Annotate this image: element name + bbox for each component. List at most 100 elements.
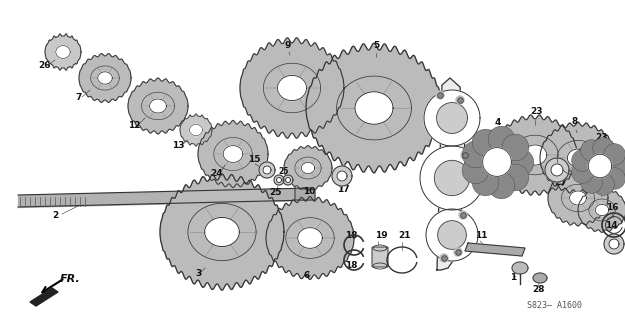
Polygon shape bbox=[574, 140, 625, 192]
Polygon shape bbox=[578, 188, 625, 232]
Text: 28: 28 bbox=[532, 285, 544, 294]
Text: 18: 18 bbox=[345, 231, 358, 240]
Text: 24: 24 bbox=[210, 169, 222, 178]
Polygon shape bbox=[420, 146, 484, 210]
Polygon shape bbox=[609, 239, 619, 249]
Polygon shape bbox=[298, 228, 322, 248]
Polygon shape bbox=[223, 146, 243, 162]
Text: 10: 10 bbox=[303, 187, 316, 196]
Circle shape bbox=[588, 179, 594, 186]
Polygon shape bbox=[569, 191, 586, 205]
Text: 6: 6 bbox=[304, 271, 310, 280]
Polygon shape bbox=[263, 166, 271, 174]
Circle shape bbox=[611, 175, 618, 181]
Text: 17: 17 bbox=[337, 185, 349, 194]
Text: 5: 5 bbox=[373, 41, 379, 50]
Polygon shape bbox=[434, 160, 469, 196]
Circle shape bbox=[481, 178, 489, 186]
Circle shape bbox=[600, 181, 607, 188]
Polygon shape bbox=[266, 196, 354, 279]
Text: 15: 15 bbox=[248, 155, 261, 164]
Circle shape bbox=[600, 144, 607, 151]
Polygon shape bbox=[512, 262, 528, 274]
Circle shape bbox=[511, 143, 519, 151]
Circle shape bbox=[436, 91, 444, 99]
Circle shape bbox=[497, 135, 505, 143]
Text: 18: 18 bbox=[345, 261, 358, 270]
Polygon shape bbox=[128, 78, 188, 134]
Polygon shape bbox=[545, 158, 569, 182]
Circle shape bbox=[471, 166, 479, 174]
Text: 12: 12 bbox=[128, 121, 141, 130]
Text: FR.: FR. bbox=[60, 274, 81, 284]
Circle shape bbox=[461, 151, 469, 159]
Text: 20: 20 bbox=[575, 168, 587, 177]
Circle shape bbox=[588, 147, 594, 153]
Polygon shape bbox=[306, 43, 442, 173]
Polygon shape bbox=[540, 122, 616, 194]
Polygon shape bbox=[79, 54, 131, 102]
Polygon shape bbox=[286, 178, 291, 182]
Circle shape bbox=[459, 211, 467, 219]
Polygon shape bbox=[301, 163, 315, 173]
Polygon shape bbox=[595, 204, 609, 216]
Polygon shape bbox=[198, 120, 268, 188]
Text: 19: 19 bbox=[375, 231, 388, 240]
Circle shape bbox=[516, 158, 524, 166]
Circle shape bbox=[497, 180, 505, 189]
Text: 9: 9 bbox=[285, 41, 291, 50]
Circle shape bbox=[456, 96, 464, 104]
Text: 22: 22 bbox=[596, 183, 609, 192]
Polygon shape bbox=[438, 221, 466, 249]
Text: 3: 3 bbox=[195, 269, 201, 278]
Text: 23: 23 bbox=[530, 107, 542, 116]
Polygon shape bbox=[533, 273, 547, 283]
Polygon shape bbox=[355, 92, 393, 124]
Polygon shape bbox=[588, 154, 612, 178]
Circle shape bbox=[616, 163, 622, 169]
Circle shape bbox=[579, 156, 586, 163]
Text: 25: 25 bbox=[269, 188, 281, 197]
Circle shape bbox=[471, 150, 479, 158]
Circle shape bbox=[481, 138, 489, 146]
Text: 21: 21 bbox=[398, 231, 411, 240]
Polygon shape bbox=[278, 76, 306, 100]
Polygon shape bbox=[276, 178, 281, 182]
Polygon shape bbox=[283, 175, 293, 185]
Polygon shape bbox=[604, 234, 624, 254]
Text: 25: 25 bbox=[278, 167, 288, 176]
Polygon shape bbox=[437, 103, 468, 133]
Text: 23: 23 bbox=[595, 133, 608, 142]
FancyBboxPatch shape bbox=[372, 247, 388, 267]
Polygon shape bbox=[284, 146, 332, 190]
Polygon shape bbox=[493, 115, 577, 195]
Polygon shape bbox=[437, 78, 465, 270]
Polygon shape bbox=[204, 218, 239, 246]
Circle shape bbox=[440, 254, 448, 262]
Circle shape bbox=[511, 173, 519, 181]
Text: 16: 16 bbox=[606, 203, 619, 212]
Polygon shape bbox=[274, 175, 284, 185]
Text: 2: 2 bbox=[52, 211, 58, 220]
Polygon shape bbox=[240, 38, 344, 138]
Polygon shape bbox=[45, 34, 81, 70]
Polygon shape bbox=[523, 145, 547, 165]
Polygon shape bbox=[30, 288, 58, 306]
Polygon shape bbox=[295, 188, 315, 200]
Polygon shape bbox=[548, 170, 608, 226]
Polygon shape bbox=[259, 162, 275, 178]
Polygon shape bbox=[551, 164, 563, 176]
Polygon shape bbox=[56, 46, 70, 58]
Polygon shape bbox=[149, 99, 166, 113]
Polygon shape bbox=[180, 114, 212, 146]
Text: 14: 14 bbox=[605, 221, 618, 230]
Text: 8: 8 bbox=[572, 117, 578, 126]
Text: S823– A1600: S823– A1600 bbox=[528, 301, 582, 310]
Polygon shape bbox=[160, 174, 284, 290]
Circle shape bbox=[611, 151, 618, 157]
Polygon shape bbox=[189, 124, 202, 136]
Polygon shape bbox=[568, 149, 589, 167]
Polygon shape bbox=[465, 130, 529, 194]
Text: 27: 27 bbox=[554, 178, 567, 187]
Polygon shape bbox=[465, 243, 525, 256]
